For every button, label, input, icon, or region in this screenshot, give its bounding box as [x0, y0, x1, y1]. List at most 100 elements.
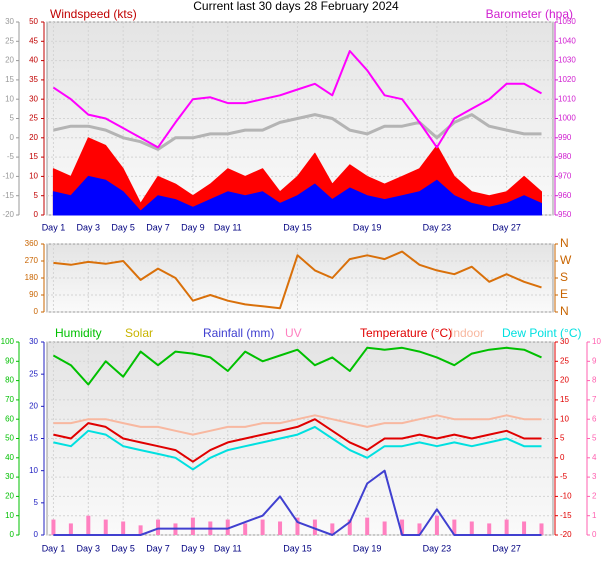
bar: [86, 515, 91, 535]
y-tick-label: -15: [2, 191, 14, 200]
y-tick-label: 0: [34, 530, 39, 539]
y-tick-label: 80: [5, 376, 14, 385]
bar: [278, 521, 283, 535]
y-tick-label: 90: [29, 290, 38, 299]
y-tick-label: 70: [5, 395, 14, 404]
y-tick-label: 30: [560, 337, 569, 346]
y-tick-label: 50: [5, 434, 14, 443]
bar: [539, 523, 544, 535]
bar: [434, 515, 439, 535]
y-tick-label: 10: [5, 511, 14, 520]
bar: [400, 519, 405, 535]
bar: [295, 517, 300, 535]
y-tick-label: -15: [560, 511, 572, 520]
legend-label: UV: [285, 326, 302, 340]
y-tick-label: 20: [5, 492, 14, 501]
y-tick-label: 8: [592, 376, 597, 385]
y-tick-label: 0: [10, 530, 15, 539]
y-tick-label: 270: [25, 256, 39, 265]
y-tick-label: 10: [5, 94, 14, 103]
bar: [487, 523, 492, 535]
bar: [243, 523, 248, 535]
y-tick-label: 360: [25, 239, 39, 248]
y-tick-label: 7: [592, 395, 597, 404]
y-tick-label: 30: [29, 337, 38, 346]
y-tick-label: 5: [592, 434, 597, 443]
y-tick-label: 5: [560, 434, 565, 443]
y-tick-label: -5: [7, 152, 15, 161]
bar: [190, 517, 195, 535]
chart-title: Current last 30 days 28 February 2024: [193, 0, 399, 13]
x-tick-label: Day 23: [423, 222, 452, 232]
bar: [382, 521, 387, 535]
y-tick-label: 25: [29, 369, 38, 378]
bar: [156, 519, 161, 535]
bar: [504, 519, 509, 535]
y-tick-label: 970: [558, 172, 572, 181]
y-tick-label: 10: [29, 466, 38, 475]
y-tick-label: 100: [1, 337, 15, 346]
y-tick-label: 4: [592, 453, 597, 462]
y-tick-label: 0: [34, 210, 39, 219]
y-tick-label: 0: [560, 453, 565, 462]
y-tick-label: -5: [560, 472, 568, 481]
x-tick-label: Day 19: [353, 222, 382, 232]
y-tick-label: 5: [34, 498, 39, 507]
x-tick-label: Day 9: [181, 222, 205, 232]
y-tick-label: 1040: [558, 36, 576, 45]
bar: [469, 521, 474, 535]
bar: [522, 521, 527, 535]
y-tick-label: 20: [5, 56, 14, 65]
y-tick-label: S: [560, 270, 568, 284]
bar: [260, 519, 265, 535]
y-tick-label: 25: [5, 36, 14, 45]
y-tick-label: 5: [10, 114, 15, 123]
y-tick-label: 10: [592, 337, 601, 346]
y-tick-label: 6: [592, 414, 597, 423]
legend-label: Temperature (°C): [360, 326, 452, 340]
y-tick-label: -10: [560, 492, 572, 501]
y-tick-label: 15: [560, 395, 569, 404]
y-tick-label: 960: [558, 191, 572, 200]
y-tick-label: 980: [558, 152, 572, 161]
x-tick-label: Day 15: [283, 222, 312, 232]
y-tick-label: 25: [560, 356, 569, 365]
line: [53, 113, 542, 151]
legend-label: Humidity: [55, 326, 102, 340]
y-tick-label: 1050: [558, 17, 576, 26]
y-tick-label: 20: [560, 376, 569, 385]
y-tick-label: 990: [558, 133, 572, 142]
bar: [365, 517, 370, 535]
x-tick-label: Day 5: [111, 543, 135, 553]
bar: [452, 519, 457, 535]
y-tick-label: 950: [558, 210, 572, 219]
y-tick-label: 20: [29, 133, 38, 142]
x-tick-label: Day 5: [111, 222, 135, 232]
y-tick-label: 40: [29, 56, 38, 65]
y-tick-label: W: [560, 253, 572, 267]
x-tick-label: Day 7: [146, 222, 170, 232]
x-tick-label: Day 27: [492, 543, 521, 553]
bar: [103, 519, 108, 535]
y-tick-label: 1030: [558, 56, 576, 65]
x-tick-label: Day 23: [423, 543, 452, 553]
y-tick-label: 45: [29, 36, 38, 45]
y-tick-label: -20: [560, 530, 572, 539]
y-tick-label: -20: [2, 210, 14, 219]
line: [53, 250, 542, 310]
bar: [51, 519, 56, 535]
y-tick-label: 30: [29, 94, 38, 103]
line: [53, 418, 542, 463]
y-tick-label: 60: [5, 414, 14, 423]
y-tick-label: 30: [5, 17, 14, 26]
y-tick-label: 50: [29, 17, 38, 26]
y-tick-label: 15: [5, 75, 14, 84]
x-tick-label: Day 7: [146, 543, 170, 553]
line: [52, 346, 542, 386]
y-tick-label: 90: [5, 356, 14, 365]
y-tick-label: 180: [25, 273, 39, 282]
axis-label: Barometer (hpa): [486, 7, 573, 21]
bar: [225, 519, 230, 535]
y-tick-label: 20: [29, 401, 38, 410]
